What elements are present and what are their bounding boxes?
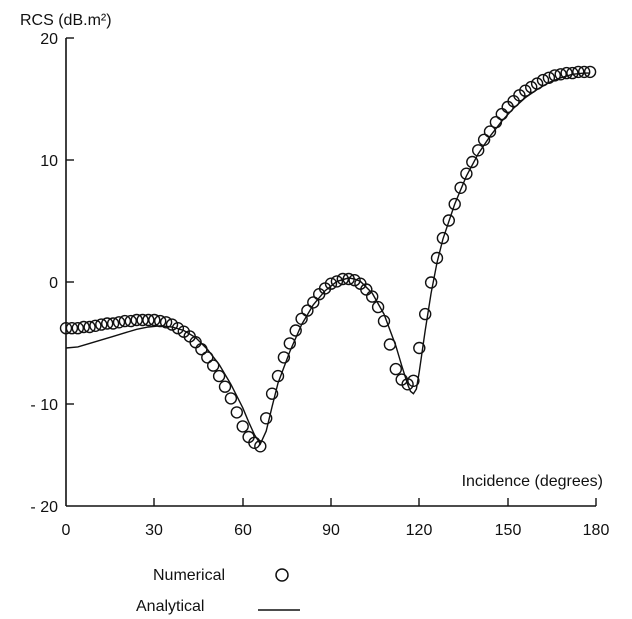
y-axis-title: RCS (dB.m²) (20, 12, 112, 29)
numerical-point (153, 314, 167, 328)
numerical-point (324, 277, 338, 290)
legend-label-numerical: Numerical (153, 567, 225, 584)
numerical-point (495, 107, 508, 121)
numerical-point (342, 272, 355, 286)
numerical-point (566, 66, 579, 80)
numerical-point (106, 317, 120, 330)
numerical-point (489, 115, 503, 129)
numerical-point (330, 275, 344, 288)
analytical-series (65, 72, 591, 446)
numerical-point (525, 80, 538, 94)
numerical-point (148, 313, 161, 327)
numerical-point (124, 314, 138, 328)
x-tick-label-0: 0 (62, 522, 71, 539)
numerical-point (277, 351, 291, 364)
y-tick-label-minus-10: - 10 (30, 397, 58, 414)
numerical-point (554, 68, 567, 81)
numerical-point (389, 362, 402, 376)
numerical-point (460, 167, 473, 180)
numerical-point (419, 307, 432, 321)
numerical-point (572, 65, 585, 79)
legend-label-analytical: Analytical (136, 598, 204, 615)
y-tick-label-20: 20 (40, 31, 58, 48)
numerical-point (230, 406, 244, 419)
numerical-point (466, 155, 479, 169)
x-axis-title: Incidence (degrees) (462, 473, 603, 490)
numerical-point (159, 316, 173, 329)
numerical-point (424, 276, 438, 289)
numerical-point (366, 290, 379, 303)
numerical-point (265, 387, 279, 400)
numerical-point (142, 313, 155, 327)
numerical-point (254, 440, 267, 453)
numerical-point (248, 436, 261, 449)
numerical-point (260, 412, 273, 425)
numerical-point (436, 231, 450, 245)
numerical-series (59, 65, 597, 453)
numerical-point (307, 296, 320, 309)
numerical-point (472, 144, 485, 157)
y-tick-label-minus-20: - 20 (30, 499, 58, 516)
numerical-point (71, 322, 85, 335)
numerical-point (578, 65, 591, 79)
numerical-point (218, 380, 232, 393)
numerical-point (477, 133, 491, 147)
numerical-point (271, 369, 285, 383)
numerical-point (560, 66, 573, 80)
x-tick-label-30: 30 (145, 522, 163, 539)
numerical-point (295, 312, 308, 325)
numerical-point (289, 324, 302, 337)
numerical-point (171, 322, 185, 335)
x-tick-label-120: 120 (406, 522, 433, 539)
y-tick-label-0: 0 (49, 275, 58, 292)
numerical-point (206, 359, 220, 372)
y-ticks: 20 10 0 - 10 - 20 (30, 31, 74, 516)
numerical-point (483, 125, 497, 138)
x-ticks: 0 30 60 90 120 150 180 (62, 498, 610, 539)
numerical-point (530, 77, 544, 90)
legend: Numerical Analytical (136, 567, 300, 615)
numerical-point (100, 317, 114, 330)
numerical-point (224, 392, 238, 405)
numerical-point (236, 420, 249, 433)
numerical-point (283, 337, 296, 350)
numerical-point (118, 314, 132, 328)
numerical-point (301, 304, 314, 317)
numerical-point (212, 369, 226, 383)
numerical-point (65, 322, 79, 335)
numerical-point (195, 343, 208, 356)
numerical-point (542, 71, 556, 85)
numerical-point (112, 316, 126, 329)
x-tick-label-60: 60 (234, 522, 252, 539)
numerical-point (83, 320, 96, 334)
numerical-point (536, 73, 550, 87)
numerical-point (336, 272, 349, 286)
numerical-point (95, 318, 108, 331)
x-tick-label-180: 180 (583, 522, 610, 539)
numerical-point (371, 300, 385, 314)
numerical-point (583, 65, 597, 79)
numerical-point (59, 322, 73, 335)
numerical-point (430, 251, 444, 265)
numerical-point (442, 214, 455, 227)
x-tick-label-150: 150 (495, 522, 522, 539)
numerical-point (548, 69, 561, 82)
numerical-point (201, 351, 214, 364)
y-tick-label-10: 10 (40, 153, 58, 170)
numerical-point (383, 338, 397, 351)
numerical-point (413, 341, 426, 355)
numerical-point (448, 197, 461, 211)
legend-marker-numerical (275, 568, 289, 582)
x-tick-label-90: 90 (322, 522, 340, 539)
numerical-point (77, 320, 90, 334)
numerical-point (454, 181, 467, 195)
analytical-line (65, 72, 591, 446)
numerical-point (89, 319, 102, 332)
numerical-point (377, 314, 391, 328)
numerical-point (407, 374, 420, 387)
